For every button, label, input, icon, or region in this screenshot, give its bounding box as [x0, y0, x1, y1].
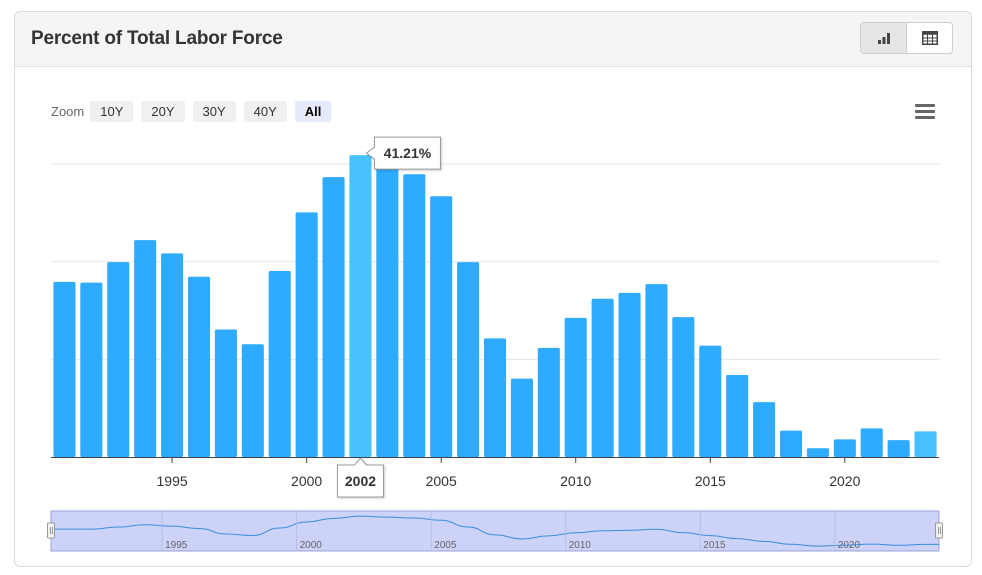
chart-view-button[interactable]	[861, 23, 907, 53]
bar-1995[interactable]	[161, 253, 184, 457]
value-tooltip-text: 41.21%	[384, 145, 432, 161]
bar-2001[interactable]	[322, 177, 345, 457]
navigator-label-2010: 2010	[569, 540, 592, 551]
bar-1994[interactable]	[134, 240, 157, 457]
bar-1999[interactable]	[268, 270, 291, 457]
bar-2015[interactable]	[699, 345, 722, 457]
hamburger-menu-icon[interactable]	[915, 104, 935, 120]
bar-2010[interactable]	[564, 317, 587, 457]
zoom-controls: Zoom 10Y 20Y 30Y 40Y All	[51, 101, 339, 122]
bar-chart-icon	[877, 33, 890, 44]
navigator-label-2015: 2015	[703, 540, 726, 551]
x-tick-label-2015: 2015	[695, 473, 726, 489]
x-tick-label-2020: 2020	[829, 473, 860, 489]
bar-2011[interactable]	[591, 298, 614, 457]
zoom-20y-button[interactable]: 20Y	[141, 101, 185, 122]
navigator-label-2000: 2000	[300, 540, 323, 551]
x-tick-label-1995: 1995	[157, 473, 188, 489]
year-tooltip-text: 2002	[345, 473, 376, 489]
bar-2008[interactable]	[510, 378, 533, 457]
navigator-series-line	[51, 515, 939, 547]
bar-2020[interactable]	[833, 439, 856, 457]
bar-2004[interactable]	[403, 174, 426, 457]
bar-2009[interactable]	[537, 347, 560, 457]
bar-2021[interactable]	[860, 428, 883, 457]
bar-chart: 1995 2000 2005 2010 2015 2020 1995 2000 2005 201…	[47, 136, 943, 552]
bar-2003[interactable]	[376, 165, 399, 457]
zoom-40y-button[interactable]: 40Y	[243, 101, 287, 122]
bar-2016[interactable]	[726, 374, 749, 457]
bar-2018[interactable]	[779, 430, 803, 457]
zoom-all-button[interactable]: All	[294, 101, 332, 122]
view-toggle	[860, 22, 953, 54]
bar-2007[interactable]	[483, 338, 507, 457]
bar-2017[interactable]	[753, 402, 776, 457]
bar-2013[interactable]	[645, 284, 668, 457]
bar-2002[interactable]	[349, 155, 372, 457]
bar-2014[interactable]	[672, 317, 695, 457]
bar-1997[interactable]	[214, 329, 237, 457]
bar-1996[interactable]	[187, 276, 211, 457]
bar-2012[interactable]	[618, 292, 641, 457]
navigator-label-1995: 1995	[165, 540, 188, 551]
table-view-button[interactable]	[907, 23, 952, 53]
bar-2022[interactable]	[887, 440, 910, 457]
bar-2006[interactable]	[457, 262, 480, 457]
navigator-label-2005: 2005	[434, 540, 457, 551]
bar-2005[interactable]	[430, 196, 453, 458]
page-title: Percent of Total Labor Force	[31, 28, 283, 49]
bar-2000[interactable]	[295, 212, 318, 457]
x-tick-label-2005: 2005	[426, 473, 457, 489]
bar-2019[interactable]	[806, 448, 829, 457]
bar-1992[interactable]	[80, 282, 103, 457]
navigator-label-2020: 2020	[838, 540, 861, 551]
zoom-30y-button[interactable]: 30Y	[192, 101, 236, 122]
x-tick-label-2000: 2000	[291, 473, 322, 489]
bar-2023[interactable]	[914, 431, 937, 457]
x-tick-label-2010: 2010	[560, 473, 591, 489]
chart-card: Percent of Total Labor Force	[14, 11, 972, 567]
zoom-label: Zoom	[51, 104, 85, 119]
bar-1998[interactable]	[241, 344, 264, 457]
table-icon	[921, 31, 938, 45]
zoom-10y-button[interactable]: 10Y	[90, 101, 134, 122]
year-tooltip	[336, 457, 384, 498]
card-header: Percent of Total Labor Force	[15, 12, 971, 67]
bar-1991[interactable]	[53, 281, 76, 457]
value-tooltip	[365, 136, 441, 170]
bar-1993[interactable]	[107, 262, 130, 457]
